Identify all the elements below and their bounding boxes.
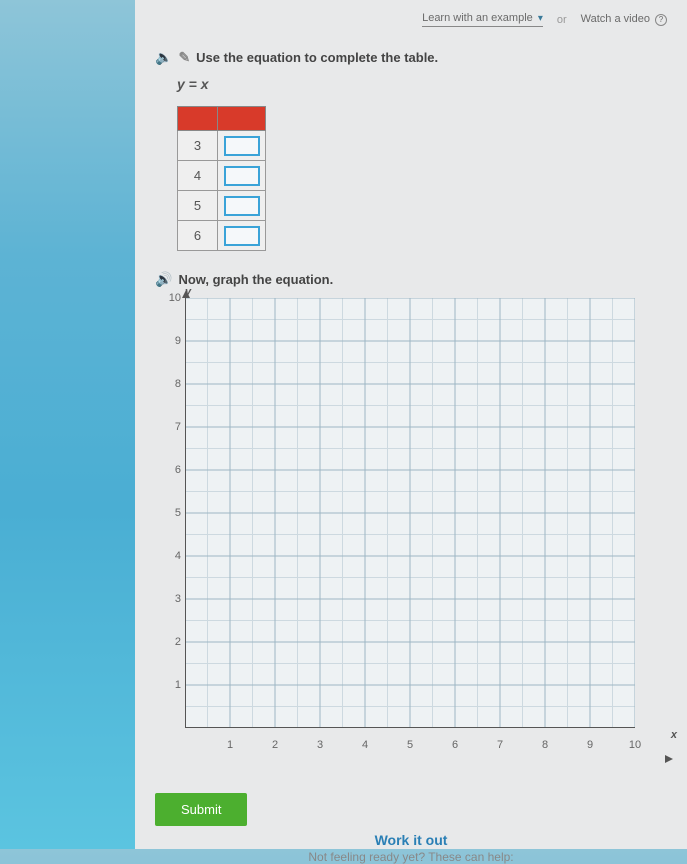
x-tick: 7: [497, 739, 503, 751]
table-header-y: [218, 107, 266, 131]
not-ready-text: Not feeling ready yet? These can help:: [155, 850, 667, 864]
y-tick: 9: [175, 335, 181, 347]
y-tick: 1: [175, 679, 181, 691]
instruction-2-text: Now, graph the equation.: [178, 272, 333, 287]
y-tick: 5: [175, 507, 181, 519]
x-tick: 3: [317, 739, 323, 751]
arrow-right-icon: [665, 755, 673, 763]
graph-grid[interactable]: [185, 298, 635, 728]
help-section: Work it out Not feeling ready yet? These…: [155, 832, 667, 864]
y-tick: 8: [175, 378, 181, 390]
x-tick: 9: [587, 739, 593, 751]
table-header-x: [178, 107, 218, 131]
instruction-row-1: 🔈 ✎ Use the equation to complete the tab…: [155, 49, 667, 66]
scratchpad-icon[interactable]: ✎: [178, 49, 190, 66]
answer-input-2[interactable]: [224, 196, 260, 216]
table-y-cell: [218, 161, 266, 191]
table-row: 5: [178, 191, 266, 221]
x-tick: 10: [629, 739, 641, 751]
sound-muted-icon[interactable]: 🔈: [155, 49, 172, 66]
y-tick: 10: [169, 292, 181, 304]
watch-video-link[interactable]: Watch a video ?: [581, 13, 667, 25]
chart-area: y 10987654321 x 12345678910: [185, 298, 665, 759]
table-y-cell: [218, 131, 266, 161]
table-x-cell: 5: [178, 191, 218, 221]
submit-button[interactable]: Submit: [155, 793, 247, 826]
y-tick: 7: [175, 421, 181, 433]
table-row: 4: [178, 161, 266, 191]
watch-video-label: Watch a video: [581, 13, 650, 25]
y-tick: 4: [175, 550, 181, 562]
y-tick: 2: [175, 636, 181, 648]
top-links: Learn with an example ▾ or Watch a video…: [155, 12, 667, 27]
instruction-1-text: Use the equation to complete the table.: [196, 50, 438, 65]
table-x-cell: 3: [178, 131, 218, 161]
learn-example-link[interactable]: Learn with an example ▾: [422, 12, 543, 27]
y-tick: 3: [175, 593, 181, 605]
x-tick: 2: [272, 739, 278, 751]
table-x-cell: 6: [178, 221, 218, 251]
x-tick-labels: 12345678910: [185, 739, 635, 759]
answer-input-3[interactable]: [224, 226, 260, 246]
answer-input-1[interactable]: [224, 166, 260, 186]
work-it-out-link[interactable]: Work it out: [155, 832, 667, 848]
equation-text: y = x: [177, 76, 667, 92]
sound-icon[interactable]: 🔊: [155, 271, 172, 288]
y-tick: 6: [175, 464, 181, 476]
x-tick: 6: [452, 739, 458, 751]
answer-input-0[interactable]: [224, 136, 260, 156]
learn-example-label: Learn with an example: [422, 12, 533, 24]
table-x-cell: 4: [178, 161, 218, 191]
x-tick: 4: [362, 739, 368, 751]
x-axis-label: x: [671, 729, 677, 741]
or-separator: or: [557, 14, 567, 26]
x-tick: 1: [227, 739, 233, 751]
chevron-down-icon: ▾: [538, 13, 543, 24]
x-tick: 8: [542, 739, 548, 751]
question-icon: ?: [655, 14, 667, 26]
equation-table: 3 4 5 6: [177, 106, 266, 251]
instruction-row-2: 🔊 Now, graph the equation.: [155, 271, 667, 288]
table-row: 3: [178, 131, 266, 161]
table-row: 6: [178, 221, 266, 251]
arrow-up-icon: [182, 290, 190, 298]
table-y-cell: [218, 191, 266, 221]
table-y-cell: [218, 221, 266, 251]
content-panel: Learn with an example ▾ or Watch a video…: [135, 0, 687, 849]
x-tick: 5: [407, 739, 413, 751]
